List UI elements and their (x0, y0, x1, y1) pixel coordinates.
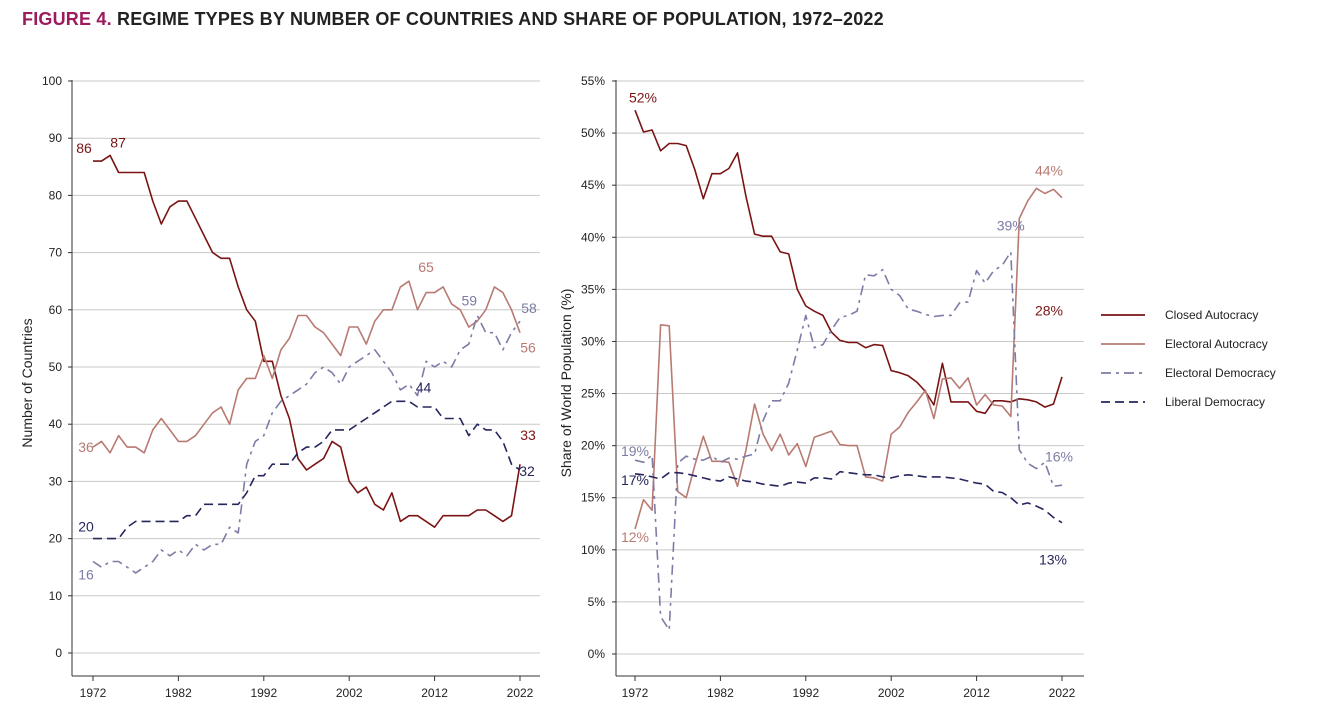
y-tick-label: 60 (49, 303, 63, 317)
x-tick-label: 2012 (421, 686, 448, 700)
y-tick-label: 25% (581, 387, 605, 401)
figure-title: FIGURE 4. REGIME TYPES BY NUMBER OF COUN… (22, 9, 884, 30)
data-label: 44% (1035, 163, 1063, 179)
chart-population-share: 0% 5% 10% 15% 20% 25% 30% 35% 40% 45% 50% 55% 1972 19… (558, 74, 1084, 700)
data-label: 86 (76, 140, 92, 156)
y-tick-label: 20% (581, 439, 605, 453)
series-line-closed-autocracy (93, 154, 521, 529)
data-label: 56 (520, 340, 536, 356)
data-label: 39% (997, 218, 1025, 234)
y-tick-label: 50% (581, 126, 605, 140)
chart-countries: 0 10 20 30 40 50 60 70 80 90 100 1972 1982 1992 2002 20… (19, 74, 540, 700)
y-tick-label: 45% (581, 178, 605, 192)
figure-label: FIGURE 4. (22, 9, 112, 29)
y-tick-label: 30 (49, 474, 63, 488)
x-tick-label: 1982 (165, 686, 192, 700)
y-tick-label: 55% (581, 74, 605, 88)
series-line-electoral-autocracy (634, 187, 1063, 530)
series-line-electoral-democracy (92, 314, 521, 574)
data-label: 58 (521, 300, 537, 316)
y-tick-label: 0% (588, 647, 606, 661)
x-tick-label: 2022 (507, 686, 534, 700)
legend-label: Closed Autocracy (1165, 308, 1258, 322)
y-tick-label: 30% (581, 334, 605, 348)
y-axis-title: Share of World Population (%) (558, 289, 574, 478)
series-line-liberal-democracy (634, 470, 1063, 524)
data-label: 12% (621, 529, 649, 545)
legend: Closed Autocracy Electoral Autocracy Elect… (1101, 308, 1276, 409)
y-tick-label: 70 (49, 246, 63, 260)
legend-label: Electoral Autocracy (1165, 337, 1268, 351)
x-tick-label: 2002 (336, 686, 363, 700)
x-tick-label: 2002 (878, 686, 905, 700)
y-tick-label: 10% (581, 543, 605, 557)
x-tick-label: 1982 (707, 686, 734, 700)
legend-label: Electoral Democracy (1165, 366, 1276, 380)
y-tick-label: 15% (581, 491, 605, 505)
data-label: 17% (621, 472, 649, 488)
y-tick-label: 40 (49, 417, 63, 431)
series-line-liberal-democracy (93, 400, 521, 540)
y-tick-label: 100 (42, 74, 62, 88)
data-label: 36 (78, 439, 94, 455)
x-tick-label: 1972 (80, 686, 107, 700)
data-label: 16% (1045, 448, 1073, 464)
figure-title-text: REGIME TYPES BY NUMBER OF COUNTRIES AND … (117, 9, 884, 29)
data-label: 19% (621, 443, 649, 459)
data-label: 28% (1035, 302, 1063, 318)
data-label: 16 (78, 566, 94, 582)
x-tick-label: 2022 (1049, 686, 1076, 700)
y-axis-title: Number of Countries (19, 318, 35, 447)
y-tick-label: 10 (49, 589, 63, 603)
data-label: 20 (78, 519, 94, 535)
y-tick-label: 0 (55, 646, 62, 660)
y-tick-label: 80 (49, 188, 63, 202)
data-label: 59 (462, 293, 478, 309)
data-label: 52% (629, 89, 657, 105)
y-tick-label: 35% (581, 282, 605, 296)
data-label: 44 (416, 379, 432, 395)
y-tick-label: 50 (49, 360, 63, 374)
data-label: 13% (1039, 552, 1067, 568)
x-tick-label: 1992 (250, 686, 277, 700)
x-tick-label: 2012 (963, 686, 990, 700)
legend-label: Liberal Democracy (1165, 395, 1265, 409)
y-tick-label: 40% (581, 230, 605, 244)
y-tick-label: 20 (49, 532, 63, 546)
data-label: 32 (519, 463, 535, 479)
y-tick-label: 90 (49, 131, 63, 145)
y-tick-label: 5% (588, 595, 606, 609)
series-line-electoral-democracy (634, 251, 1063, 631)
series-line-closed-autocracy (634, 109, 1063, 415)
data-label: 33 (520, 427, 536, 443)
data-label: 65 (418, 259, 434, 275)
data-label: 87 (110, 134, 126, 150)
x-tick-label: 1972 (622, 686, 649, 700)
x-tick-label: 1992 (792, 686, 819, 700)
series-line-electoral-autocracy (92, 280, 521, 454)
